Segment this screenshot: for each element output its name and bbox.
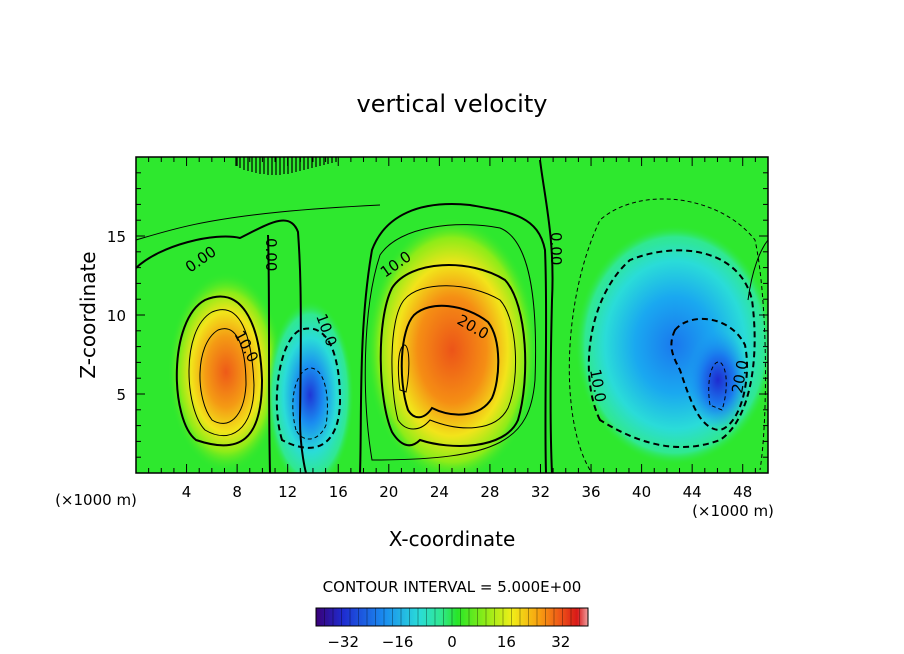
y-axis-label: Z-coordinate bbox=[76, 251, 100, 378]
x-tick-label: 36 bbox=[581, 483, 600, 501]
contour-zero-left bbox=[136, 219, 307, 473]
x-axis-unit-left: (×1000 m) bbox=[55, 491, 137, 509]
contour-right-edge bbox=[747, 239, 768, 301]
colorbar-tick-label: −32 bbox=[327, 633, 359, 651]
x-tick-label: 24 bbox=[430, 483, 449, 501]
contour-15-left bbox=[188, 309, 255, 437]
contour-10-mid bbox=[379, 264, 527, 447]
y-axis: 5 10 15 bbox=[107, 172, 768, 458]
contour-20-left bbox=[199, 328, 247, 424]
contour-5-mid bbox=[364, 224, 537, 461]
contour-15-mid bbox=[391, 285, 516, 430]
contour-20-mid bbox=[400, 304, 500, 419]
x-tick-label: 12 bbox=[278, 483, 297, 501]
colorbar-ticks: −32 −16 0 16 32 bbox=[327, 633, 570, 651]
x-tick-label: 16 bbox=[329, 483, 348, 501]
contour-neg-right-core bbox=[708, 361, 727, 411]
chart-title: vertical velocity bbox=[357, 90, 548, 118]
x-axis-unit-right: (×1000 m) bbox=[692, 502, 774, 520]
contour-label: 0.00 bbox=[547, 232, 565, 265]
contour-zero-mid bbox=[359, 203, 548, 473]
top-hatch-band bbox=[235, 157, 337, 175]
x-axis: 4 8 12 16 20 24 28 32 36 40 44 48 bbox=[148, 157, 756, 501]
contour-neg-right-inner bbox=[670, 317, 748, 432]
colorbar: −32 −16 0 16 32 bbox=[315, 607, 589, 651]
x-tick-label: 32 bbox=[531, 483, 550, 501]
x-tick-label: 28 bbox=[480, 483, 499, 501]
contour-25-mid bbox=[397, 344, 410, 393]
y-tick-label: 10 bbox=[107, 307, 126, 325]
x-tick-label: 48 bbox=[733, 483, 752, 501]
contour-neg-left-outer bbox=[275, 327, 342, 449]
contour-zero-right bbox=[539, 159, 554, 473]
contour-neg-left-inner bbox=[292, 367, 328, 440]
x-axis-label: X-coordinate bbox=[389, 527, 516, 551]
colorbar-tick-label: 0 bbox=[447, 633, 457, 651]
x-tick-label: 8 bbox=[232, 483, 242, 501]
colorbar-frame bbox=[315, 607, 589, 627]
updraft-cell-mid-fill bbox=[366, 218, 538, 473]
plot-area: 0.00 10.0 0.00 10.0 10.0 20.0 0.00 10.0 … bbox=[136, 157, 768, 473]
colorbar-tick-label: 32 bbox=[551, 633, 570, 651]
x-tick-label: 44 bbox=[683, 483, 702, 501]
y-tick-label: 15 bbox=[107, 228, 126, 246]
colorbar-tick-label: −16 bbox=[382, 633, 414, 651]
contour-zero-mid-left bbox=[267, 234, 271, 473]
contour-top-band bbox=[136, 204, 381, 241]
contour-10-left bbox=[175, 295, 264, 447]
contour-interval-text: CONTOUR INTERVAL = 5.000E+00 bbox=[323, 578, 582, 596]
x-tick-label: 40 bbox=[632, 483, 651, 501]
downdraft-core-right-fill bbox=[686, 330, 750, 430]
downdraft-cell-left-fill bbox=[266, 300, 354, 473]
y-tick-label: 5 bbox=[116, 386, 126, 404]
x-tick-label: 20 bbox=[379, 483, 398, 501]
colorbar-bins bbox=[324, 608, 580, 626]
contour-label: 10.0 bbox=[586, 368, 610, 404]
contour-lines bbox=[136, 159, 768, 473]
contour-neg-right-outer bbox=[568, 198, 766, 471]
contour-label: 20.0 bbox=[728, 359, 752, 395]
contour-label: 0.00 bbox=[262, 238, 280, 271]
x-tick-label: 4 bbox=[182, 483, 192, 501]
colorbar-tick-label: 16 bbox=[497, 633, 516, 651]
updraft-cell-left-fill bbox=[168, 272, 284, 472]
